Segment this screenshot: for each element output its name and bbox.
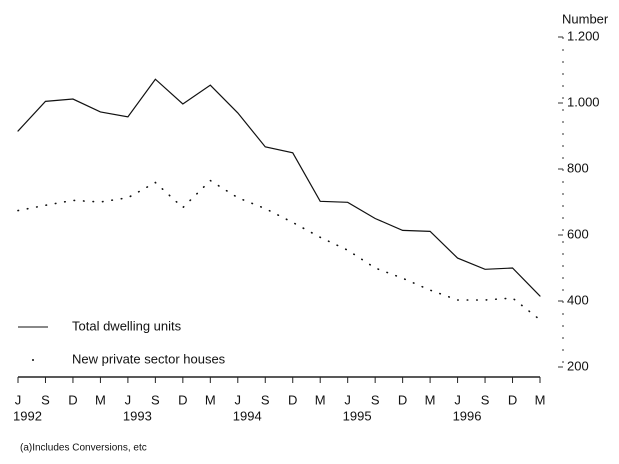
x-tick-label: M — [535, 392, 546, 407]
x-tick-label: D — [288, 392, 297, 407]
x-tick-label: M — [425, 392, 436, 407]
legend-label: Total dwelling units — [72, 318, 182, 333]
y-axis-label: Number — [562, 11, 609, 26]
y-tick-label: 1.200 — [567, 28, 600, 43]
x-tick-label: S — [151, 392, 160, 407]
x-tick-label: S — [261, 392, 270, 407]
x-year-label: 1995 — [343, 408, 372, 423]
x-tick-label: D — [398, 392, 407, 407]
footnote: (a)Includes Conversions, etc — [20, 443, 147, 454]
x-tick-label: D — [178, 392, 187, 407]
x-tick-label: J — [125, 392, 132, 407]
legend-swatch — [32, 359, 34, 361]
y-tick-label: 800 — [567, 160, 589, 175]
y-tick-label: 400 — [567, 292, 589, 307]
x-tick-label: J — [344, 392, 351, 407]
x-tick-label: S — [371, 392, 380, 407]
x-year-label: 1993 — [123, 408, 152, 423]
x-tick-label: M — [315, 392, 326, 407]
data-line — [17, 179, 541, 321]
x-tick-label: S — [481, 392, 490, 407]
x-year-label: 1992 — [13, 408, 42, 423]
x-tick-label: S — [41, 392, 50, 407]
data-line — [17, 78, 541, 297]
x-tick-label: J — [454, 392, 461, 407]
x-tick-label: D — [508, 392, 517, 407]
y-tick-label: 1.000 — [567, 94, 600, 109]
x-year-label: 1996 — [453, 408, 482, 423]
x-tick-label: M — [95, 392, 106, 407]
x-tick-label: J — [15, 392, 22, 407]
x-year-label: 1994 — [233, 408, 262, 423]
y-tick-label: 200 — [567, 358, 589, 373]
x-tick-label: D — [68, 392, 77, 407]
y-tick-label: 600 — [567, 226, 589, 241]
x-tick-label: J — [235, 392, 242, 407]
legend-label: New private sector houses — [72, 351, 226, 366]
x-tick-label: M — [205, 392, 216, 407]
